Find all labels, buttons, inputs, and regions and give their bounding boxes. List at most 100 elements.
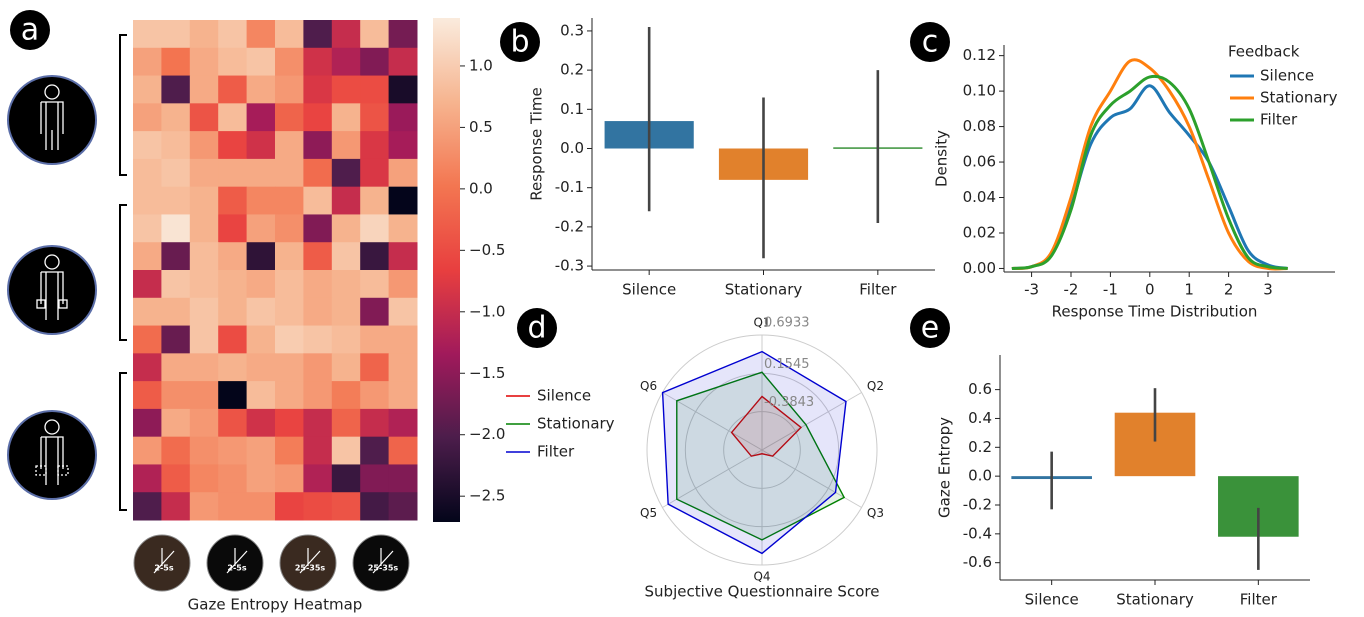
heatmap-cell [218,20,248,49]
heatmap-cell [189,270,219,299]
legend-label: Stationary [537,415,615,433]
heatmap-cell [275,103,304,132]
heatmap-cell [133,381,162,410]
thumbnail-label: 2-5s [227,564,246,573]
heatmap-cell [331,75,361,104]
y-tick-label: 0.06 [963,153,996,171]
heatmap-cell [161,436,191,465]
heatmap-cell [161,381,191,410]
y-tick-label: 0.02 [963,223,996,241]
y-tick-label: 0.1 [560,100,584,118]
heatmap-cell [189,492,219,521]
panel-badge [517,308,557,348]
x-tick-label: -2 [1064,281,1079,299]
heatmap-cell [275,20,304,49]
heatmap-cell [218,464,248,493]
heatmap-cell [218,214,248,243]
heatmap-cell [388,75,418,104]
heatmap-cell [161,47,191,77]
colorbar-tick-label: −0.5 [469,241,505,259]
heatmap-cell [360,408,390,438]
heatmap-cell [331,381,361,410]
heatmap-cell [133,47,162,77]
x-tick-label: Silence [622,281,676,299]
heatmap-cell [189,20,219,49]
heatmap-cell [161,131,191,160]
heatmap-cell [360,242,390,271]
legend-title: Feedback [1228,43,1300,61]
heatmap-cell [360,47,390,77]
spoke [761,392,862,451]
heatmap-cell [360,436,390,465]
axis-label: Q3 [867,506,884,520]
heatmap-cell [388,20,418,49]
heatmap-cell [275,436,304,465]
density-line [1011,58,1288,271]
heatmap-cell [246,131,276,160]
heatmap-cell [189,408,219,438]
heatmap-cell [189,381,219,410]
heatmap-cell [303,464,333,493]
heatmap-cell [133,103,162,132]
x-tick-label: Stationary [1116,591,1194,609]
panel-label: a [21,13,39,48]
heatmap-cell [189,186,219,215]
radar-polygon [730,395,803,457]
heatmap-cell [303,20,333,49]
heatmap-cell [275,408,304,438]
density-line [1011,74,1288,270]
x-tick-label: 3 [1263,281,1273,299]
heatmap-cell [331,47,361,77]
heatmap-cell [303,242,333,271]
heatmap-cell [360,297,390,327]
x-tick-label: 2 [1224,281,1234,299]
heatmap-cell [275,158,304,188]
axis-label: Q6 [640,379,657,393]
heatmap-cell [331,270,361,299]
colorbar [433,18,460,522]
heatmap-cell [246,297,276,327]
radial-grid [723,411,801,489]
heatmap-cell [388,381,418,410]
heatmap-cell [331,186,361,215]
heatmap-cell [133,270,162,299]
heatmap-cell [161,158,191,188]
legend-label: Filter [1260,111,1298,129]
heatmap-cell [331,131,361,160]
heatmap-cell [388,492,418,521]
spoke [662,392,763,451]
radar-title: Subjective Questionnaire Score [645,583,880,601]
y-tick-label: 0.4 [968,409,992,427]
heatmap-cell [133,75,162,104]
axis-label: Q4 [753,570,770,584]
heatmap-cell [161,270,191,299]
heatmap-cell [161,492,191,521]
heatmap-cell [246,436,276,465]
heatmap-cell [218,408,248,438]
icon-person [7,410,97,500]
heatmap-cell [388,186,418,215]
heatmap-cell [331,436,361,465]
heatmap-cell [189,47,219,77]
heatmap-cell [133,325,162,354]
heatmap-cell [246,464,276,493]
y-tick-label: 0.2 [560,61,584,79]
heatmap-cell [189,131,219,160]
heatmap-cell [360,270,390,299]
y-axis-label: Gaze Entropy [936,417,954,518]
heatmap-cell [303,353,333,382]
heatmap-cell [246,158,276,188]
heatmap-cell [218,353,248,382]
y-tick-label: -0.4 [963,524,992,542]
x-tick-label: -3 [1024,281,1039,299]
heatmap-cell [218,103,248,132]
legend-label: Silence [537,387,591,405]
thumbnail-label: 2-5s [154,564,173,573]
heatmap-cell [360,158,390,188]
heatmap-cell [246,242,276,271]
heatmap-cell [331,325,361,354]
thumbnail-label: 25-35s [368,564,399,573]
heatmap-cell [360,381,390,410]
heatmap-cell [303,270,333,299]
heatmap-cell [246,492,276,521]
